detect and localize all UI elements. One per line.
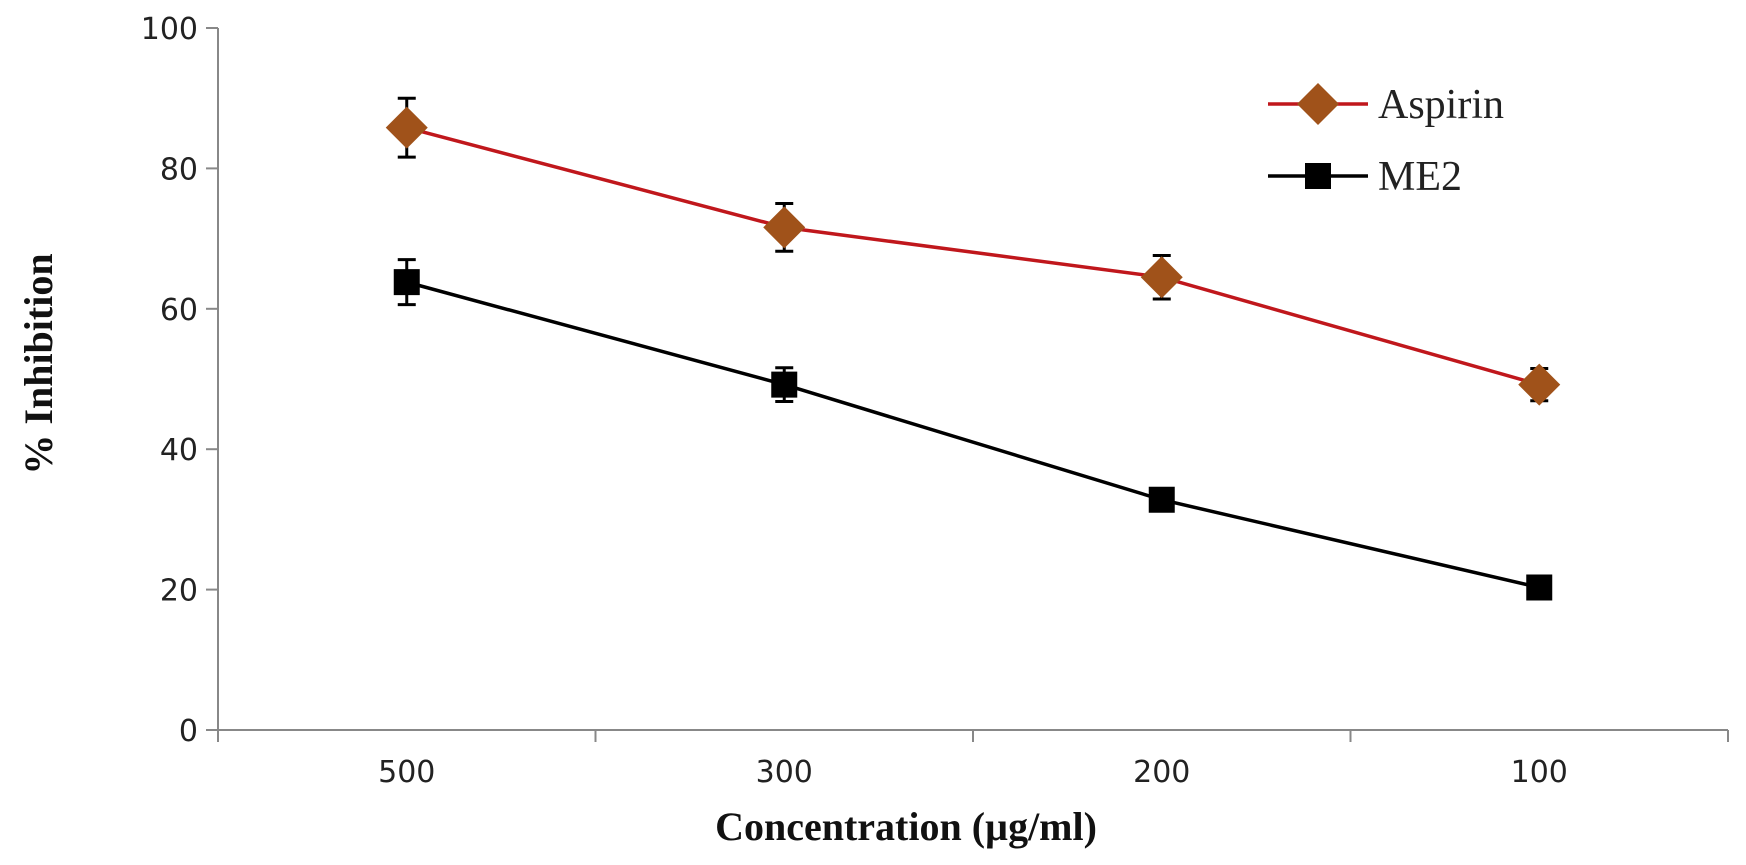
legend-item: ME2	[1268, 154, 1462, 200]
legend: Aspirin ME2	[1268, 82, 1504, 200]
y-tick-label: 0	[179, 714, 198, 749]
data-point	[1526, 574, 1553, 601]
axes: 0 20 40 60 80 100 500 300 200 100	[141, 12, 1729, 790]
data-point	[771, 371, 798, 398]
series-line	[406, 280, 1540, 590]
legend-label: ME2	[1378, 154, 1462, 200]
x-axis-title: Concentration (µg/ml)	[715, 804, 1097, 849]
x-tick-label: 200	[1133, 755, 1190, 790]
series-layer	[385, 96, 1561, 601]
series-aspirin	[385, 96, 1561, 406]
data-point	[763, 206, 806, 249]
y-tick-label: 20	[160, 574, 198, 609]
data-point	[1140, 256, 1183, 299]
y-axis-title: % Inhibition	[16, 253, 61, 474]
series-me2	[393, 258, 1553, 601]
data-point	[393, 269, 420, 296]
legend-label: Aspirin	[1378, 82, 1504, 128]
y-tick-label: 100	[141, 12, 198, 47]
y-tick-label: 60	[160, 293, 198, 328]
y-tick-label: 40	[160, 433, 198, 468]
data-point	[385, 106, 428, 149]
legend-marker	[1305, 163, 1331, 189]
data-point	[1148, 486, 1175, 513]
x-tick-label: 500	[378, 755, 435, 790]
series-line	[406, 125, 1540, 387]
x-tick-label: 300	[756, 755, 813, 790]
data-point	[1518, 363, 1561, 406]
legend-marker	[1297, 83, 1339, 125]
y-tick-label: 80	[160, 152, 198, 187]
x-tick-label: 100	[1511, 755, 1568, 790]
legend-item: Aspirin	[1268, 82, 1504, 128]
